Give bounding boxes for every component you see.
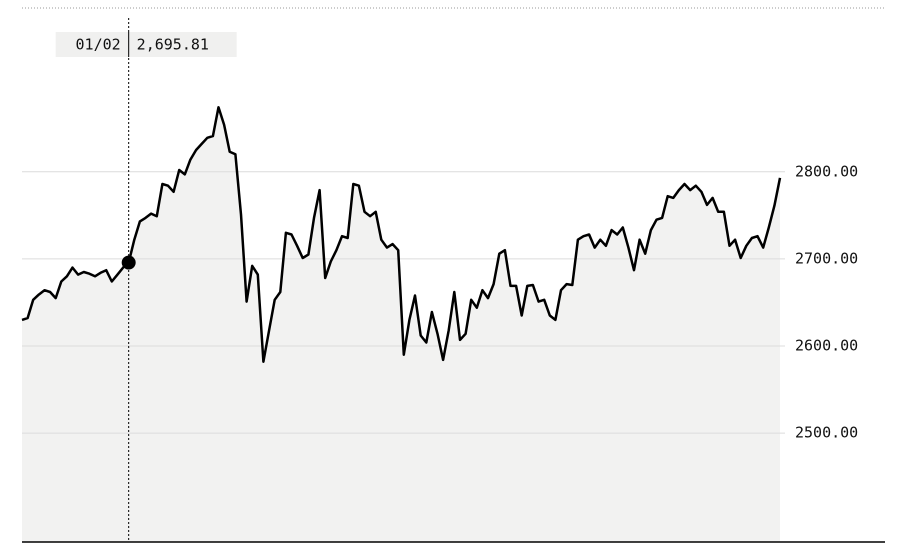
tooltip-date: 01/02: [76, 36, 121, 54]
price-line: [21, 106, 782, 363]
y-tick-label: 2700.00: [795, 249, 858, 267]
y-tick-label: 2600.00: [795, 336, 858, 354]
y-tick-label: 2500.00: [795, 424, 858, 442]
tooltip-value: 2,695.81: [137, 36, 209, 54]
tooltip-dot: [121, 255, 136, 270]
tooltip-box: [55, 32, 237, 57]
y-tick-label: 2800.00: [795, 162, 858, 180]
